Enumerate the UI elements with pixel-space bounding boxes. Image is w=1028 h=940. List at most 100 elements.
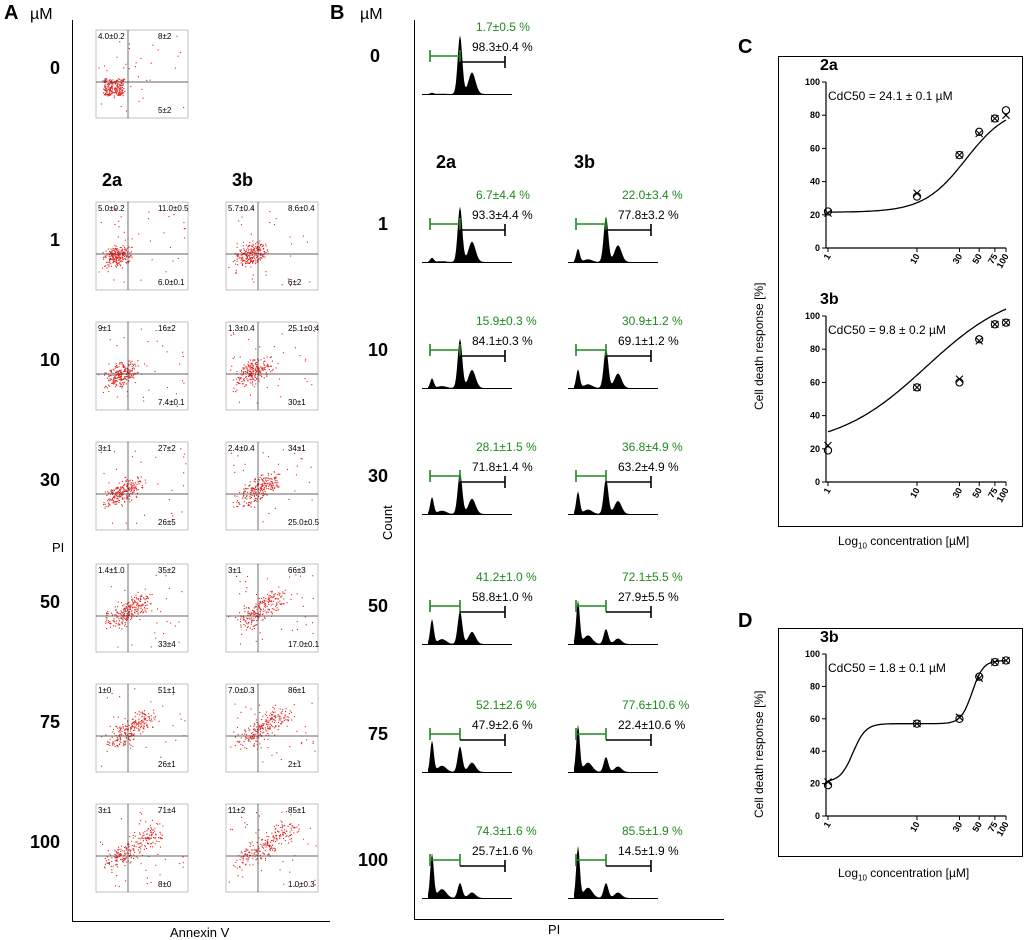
quadrant-upper-left-value: 5.7±0.4 — [228, 204, 255, 213]
quadrant-upper-left-value: 7.0±0.3 — [228, 686, 255, 695]
g1-percentage: 84.1±0.3 % — [472, 334, 533, 348]
panel-c-xlabel: Log10 concentration [µM] — [838, 534, 970, 551]
annexin-pi-dotplot: 3±1 71±4 8±0 — [72, 800, 190, 902]
quadrant-upper-right-value: 51±1 — [158, 686, 176, 695]
quadrant-upper-left-value: 1.3±0.4 — [228, 324, 255, 333]
quadrant-lower-right-value: 30±1 — [288, 398, 306, 407]
cdc50-annotation: CdC50 = 1.8 ± 0.1 µM — [828, 661, 946, 675]
panel-b-dose-label: 0 — [369, 46, 380, 66]
quadrant-lower-right-value: 2±1 — [288, 760, 302, 769]
quadrant-upper-right-value: 66±3 — [288, 566, 306, 575]
annexin-pi-dotplot: 7.0±0.3 86±1 2±1 — [202, 680, 320, 782]
x-tick-label: 10 — [908, 252, 922, 266]
y-tick-label: 20 — [810, 779, 820, 789]
y-tick-label: 100 — [805, 77, 820, 87]
y-tick-label: 40 — [810, 177, 820, 187]
subg1-percentage: 1.7±0.5 % — [476, 20, 530, 34]
quadrant-upper-left-value: 4.0±0.2 — [98, 32, 125, 41]
data-point-cross — [824, 209, 832, 218]
panel-d-frame-bottom — [778, 856, 1023, 857]
subg1-percentage: 30.9±1.2 % — [622, 314, 683, 328]
panel-d-letter: D — [738, 610, 753, 632]
data-point-circle — [955, 150, 964, 160]
quadrant-upper-left-value: 5.0±0.2 — [98, 204, 125, 213]
g1-percentage: 63.2±4.9 % — [618, 460, 679, 474]
y-tick-label: 60 — [810, 377, 820, 387]
y-tick-label: 40 — [810, 411, 820, 421]
x-tick-label: 30 — [951, 252, 965, 266]
panel-b-axis-line — [414, 20, 415, 920]
panel-a-dose-label: 100 — [29, 832, 60, 852]
data-point-cross — [1002, 318, 1010, 327]
panel-a-xlabel: Annexin V — [170, 925, 230, 940]
y-tick-label: 100 — [805, 649, 820, 659]
y-tick-label: 80 — [810, 344, 820, 354]
panel-d-ylabel: Cell death response [%] — [752, 690, 766, 818]
x-tick-label: 50 — [970, 252, 984, 266]
data-point-circle — [990, 114, 1000, 123]
fit-curve — [827, 119, 1007, 213]
panel-c-frame-left — [778, 56, 779, 526]
quadrant-upper-left-value: 1±0 — [98, 686, 112, 695]
y-tick-label: 0 — [815, 243, 820, 253]
data-point-cross — [975, 337, 984, 345]
g1-percentage: 47.9±2.6 % — [472, 718, 533, 732]
panel-a-unit: µM — [30, 6, 53, 23]
annexin-pi-dotplot: 11±2 85±1 1.0±0.3 — [202, 800, 320, 902]
pi-histogram: 36.8±4.9 % 63.2±4.9 % — [568, 440, 688, 517]
quadrant-lower-right-value: 5±2 — [158, 106, 172, 115]
quadrant-upper-right-value: 11.0±0.5 — [158, 204, 189, 213]
quadrant-upper-right-value: 16±2 — [158, 324, 176, 333]
y-tick-label: 0 — [815, 477, 820, 487]
quadrant-lower-right-value: 26±1 — [158, 760, 176, 769]
data-point-circle — [823, 207, 833, 216]
panel-d-frame-right — [1022, 628, 1023, 856]
g1-percentage: 69.1±1.2 % — [618, 334, 679, 348]
annexin-pi-dotplot: 5.0±0.2 11.0±0.5 6.0±0.1 — [72, 198, 190, 300]
panel-b-unit: µM — [360, 6, 383, 23]
annexin-pi-dotplot: 4.0±0.2 8±2 5±2 — [72, 26, 190, 128]
panel-a-ylabel: PI — [52, 540, 65, 555]
panel-d-xlabel: Log10 concentration [µM] — [838, 866, 970, 883]
pi-histogram: 30.9±1.2 % 69.1±1.2 % — [568, 314, 688, 391]
x-tick-label: 10 — [908, 820, 922, 834]
x-tick-label: 75 — [986, 820, 1000, 834]
y-tick-label: 80 — [810, 681, 820, 691]
data-point-cross — [975, 674, 984, 683]
quadrant-lower-right-value: 33±4 — [158, 640, 176, 649]
y-tick-label: 20 — [810, 444, 820, 454]
panel-a-dose-label: 30 — [39, 470, 60, 490]
cdc50-annotation: CdC50 = 24.1 ± 0.1 µM — [828, 89, 953, 103]
x-tick-label: 10 — [908, 486, 922, 500]
quadrant-upper-left-value: 3±1 — [98, 806, 112, 815]
data-point-circle — [912, 192, 922, 201]
quadrant-upper-right-value: 8.6±0.4 — [288, 204, 315, 213]
quadrant-lower-right-value: 8±0 — [158, 880, 172, 889]
panel-c-frame-top — [778, 56, 1023, 57]
g1-percentage: 93.3±4.4 % — [472, 208, 533, 222]
quadrant-upper-right-value: 85±1 — [288, 806, 306, 815]
panel-a-dose-label: 0 — [49, 58, 60, 78]
pi-histogram: 72.1±5.5 % 27.9±5.5 % — [568, 570, 688, 647]
quadrant-upper-left-value: 2.4±0.4 — [228, 444, 255, 453]
x-tick-label: 50 — [970, 486, 984, 500]
quadrant-upper-left-value: 11±2 — [228, 806, 246, 815]
quadrant-upper-right-value: 34±1 — [288, 444, 306, 453]
data-point-circle — [955, 378, 964, 387]
quadrant-upper-left-value: 3±1 — [98, 444, 112, 453]
panel-a-col-2a: 2a — [102, 170, 123, 190]
pi-histogram: 85.5±1.9 % 14.5±1.9 % — [568, 824, 688, 901]
g1-percentage: 71.8±1.4 % — [472, 460, 533, 474]
subg1-percentage: 36.8±4.9 % — [622, 440, 683, 454]
panel-b-col-2a: 2a — [436, 152, 457, 172]
g1-percentage: 22.4±10.6 % — [618, 718, 686, 732]
data-point-cross — [824, 441, 832, 450]
x-tick-label: 100 — [995, 252, 1011, 270]
x-tick-label: 100 — [995, 486, 1011, 504]
pi-histogram: 22.0±3.4 % 77.8±3.2 % — [568, 188, 688, 265]
x-tick-label: 100 — [995, 820, 1011, 838]
annexin-pi-dotplot: 1±0 51±1 26±1 — [72, 680, 190, 782]
pi-histogram: 77.6±10.6 % 22.4±10.6 % — [568, 698, 689, 775]
x-tick-label: 75 — [986, 486, 1000, 500]
